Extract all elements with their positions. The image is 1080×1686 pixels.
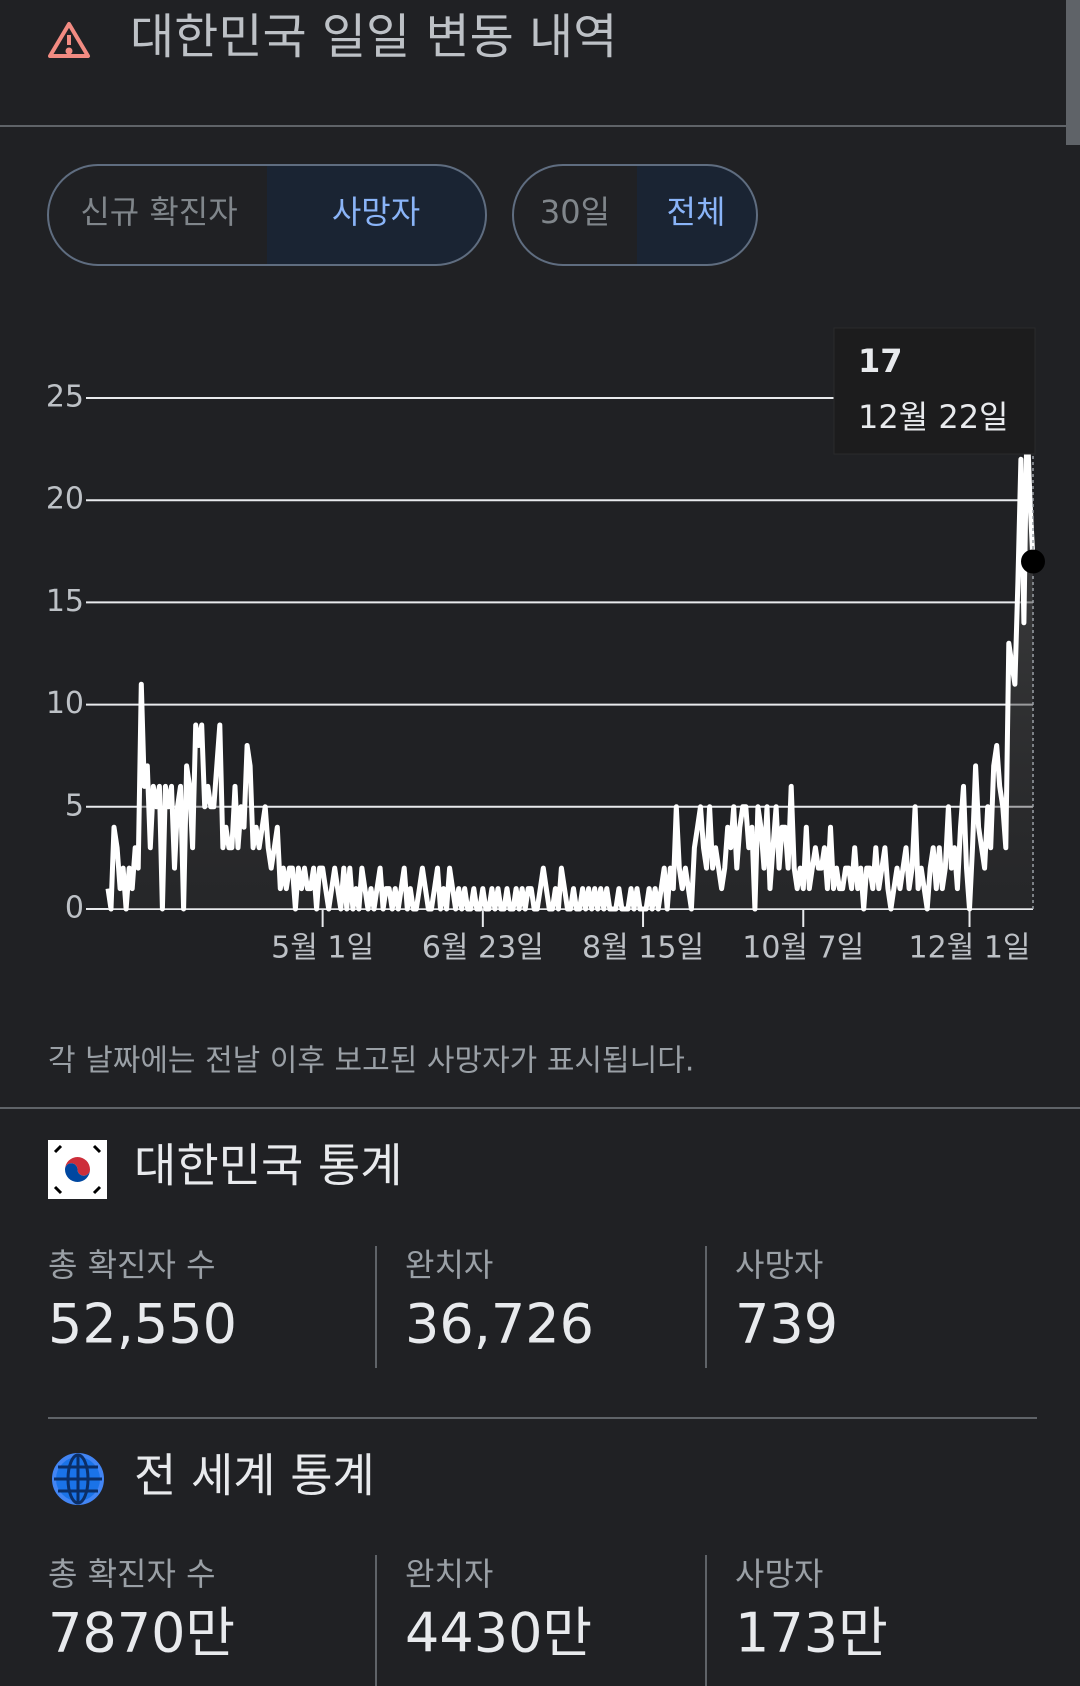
y-tick-label: 15 <box>46 584 84 619</box>
stat-label: 사망자 <box>735 1246 823 1284</box>
stat-label: 완치자 <box>405 1246 493 1284</box>
stat-value: 7870만 <box>48 1602 235 1665</box>
tab[interactable]: 30일 <box>540 193 610 231</box>
chart: 0 5 10 15 20 25 5월 1일 6월 23일 8월 15일 10월 7일 12월 1일 1… <box>46 327 1045 966</box>
hover-point <box>1021 549 1045 574</box>
x-tick-label: 8월 15일 <box>582 931 704 966</box>
tooltip <box>833 327 1036 455</box>
stat-value: 52,550 <box>48 1293 237 1356</box>
pill <box>512 164 758 266</box>
stat-value: 36,726 <box>405 1293 594 1356</box>
y-tick-label: 20 <box>46 482 84 517</box>
globe-icon <box>52 1453 104 1505</box>
stat-label: 총 확진자 수 <box>48 1246 216 1284</box>
stat-value: 4430만 <box>405 1602 592 1665</box>
tab-selected[interactable]: 전체 <box>667 193 726 231</box>
tab-selected[interactable]: 사망자 <box>332 193 420 231</box>
stat-label: 사망자 <box>735 1555 823 1593</box>
metric-toggle: 신규 확진자 사망자 <box>47 164 487 266</box>
x-tick-label: 5월 1일 <box>271 931 374 966</box>
y-tick-label: 25 <box>46 380 84 415</box>
line <box>105 415 1036 912</box>
section-title: 대한민국 통계 <box>134 1139 403 1193</box>
area <box>108 418 1033 909</box>
header-title: 대한민국 일일 변동 내역 <box>130 9 617 65</box>
y-tick-label: 10 <box>46 686 84 721</box>
y-tick-label: 5 <box>65 788 84 823</box>
flag-icon <box>48 1140 107 1199</box>
section-title: 전 세계 통계 <box>134 1449 375 1503</box>
pill <box>47 164 487 266</box>
y-tick-label: 0 <box>65 891 84 926</box>
tooltip-value: 17 <box>858 342 903 380</box>
note: 각 날짜에는 전날 이후 보고된 사망자가 표시됩니다. <box>48 1044 694 1079</box>
x-tick-label: 6월 23일 <box>422 931 544 966</box>
range-toggle: 30일 전체 <box>512 164 758 266</box>
warning-icon <box>48 22 90 58</box>
tooltip-date: 12월 22일 <box>858 398 1009 436</box>
stats-row: 총 확진자 수 7870만 완치자 4430만 사망자 173만 <box>48 1555 888 1686</box>
stat-label: 총 확진자 수 <box>48 1555 216 1593</box>
x-tick-label: 12월 1일 <box>909 931 1031 966</box>
stat-label: 완치자 <box>405 1555 493 1593</box>
stat-value: 173만 <box>735 1602 888 1665</box>
stats-row: 총 확진자 수 52,550 완치자 36,726 사망자 739 <box>48 1246 838 1368</box>
stat-value: 739 <box>735 1293 838 1356</box>
tab[interactable]: 신규 확진자 <box>80 193 237 231</box>
selected-segment <box>637 165 757 265</box>
selected-segment <box>267 165 486 265</box>
x-tick-label: 10월 7일 <box>742 931 864 966</box>
scrollbar <box>1066 0 1080 145</box>
